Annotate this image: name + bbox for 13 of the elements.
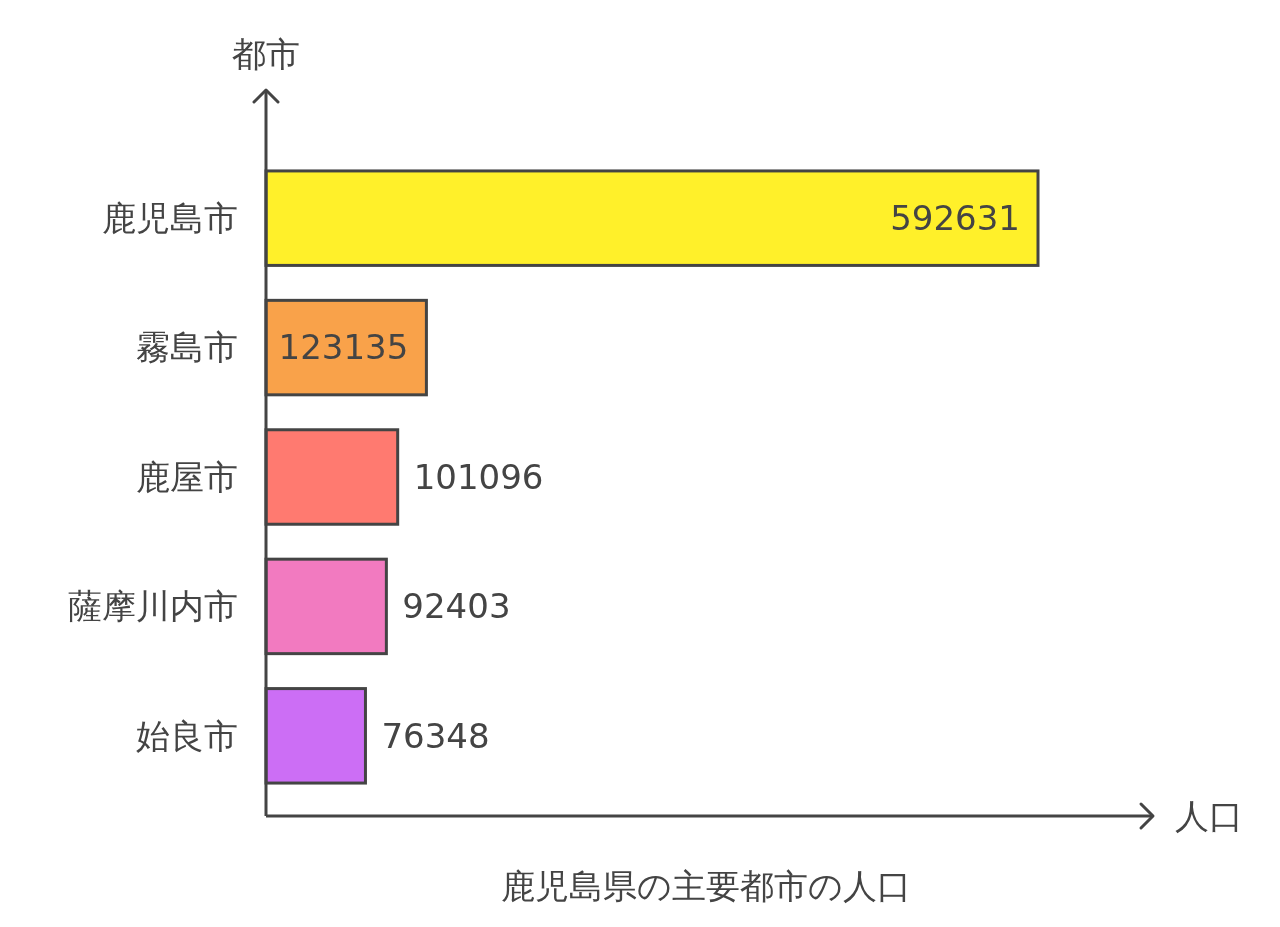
y-tick-label: 始良市: [136, 715, 238, 756]
y-tick-label: 霧島市: [136, 327, 238, 368]
y-tick-label: 薩摩川内市: [68, 586, 238, 627]
text: 鹿児島県の主要都市の人口: [501, 865, 911, 906]
y-axis-title: 都市: [232, 33, 300, 74]
data-label: 92403: [402, 586, 511, 627]
y-tick-label: 鹿児島市: [102, 198, 238, 239]
y-tick-label: 鹿屋市: [136, 456, 238, 497]
data-label: 592631: [890, 198, 1020, 239]
data-label: 76348: [381, 715, 490, 756]
data-label: 101096: [413, 456, 544, 497]
data-label: 123135: [278, 327, 409, 368]
x-axis-title: 人口: [1175, 795, 1243, 836]
